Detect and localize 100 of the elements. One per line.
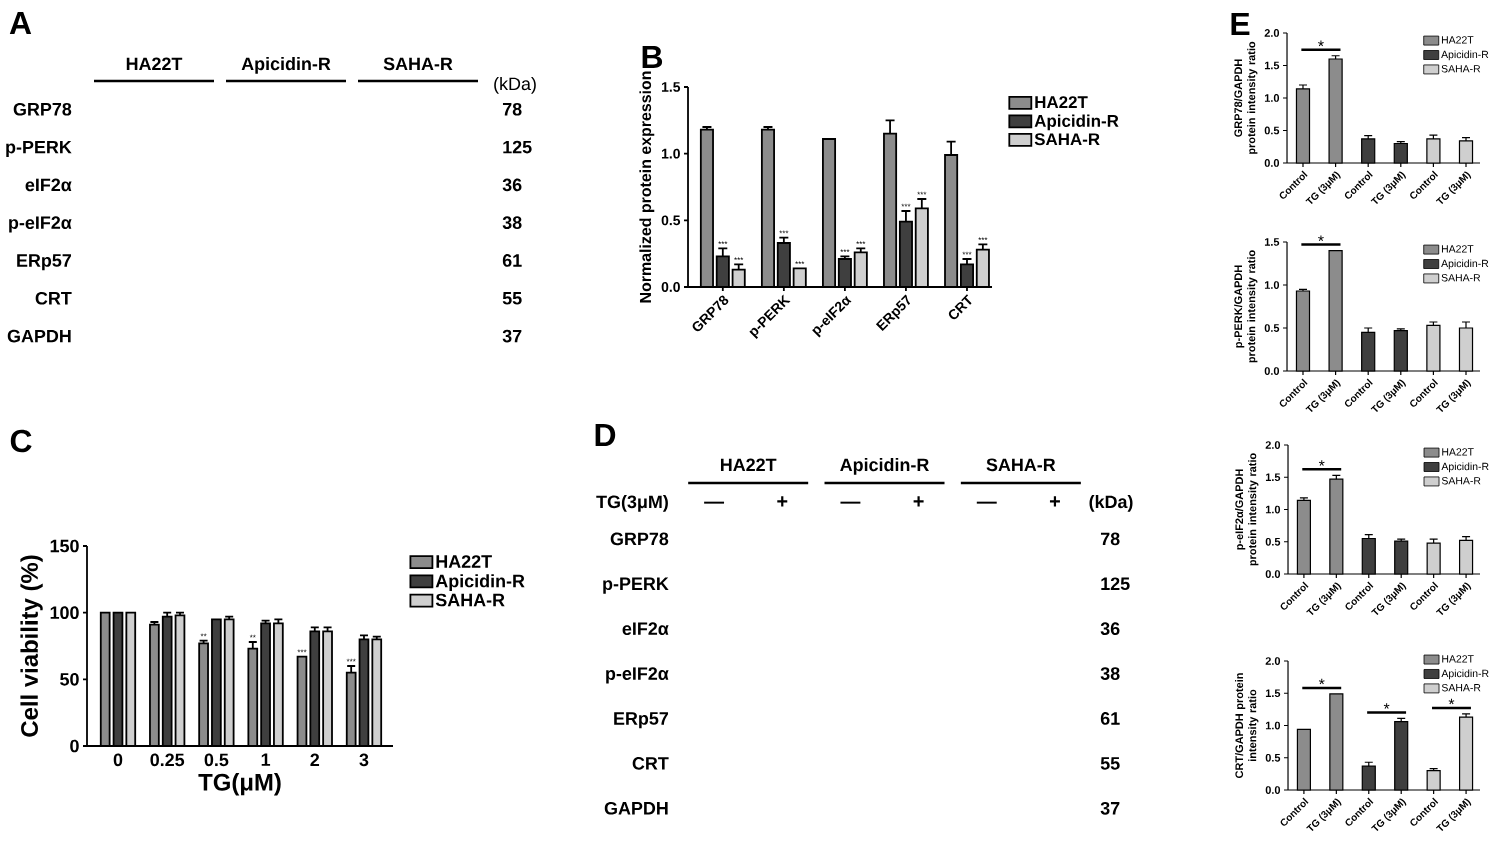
y-axis-title: p-eIF2α/GAPDH protein intensity ratio: [1235, 453, 1259, 566]
text: (kDa): [494, 76, 536, 94]
category-label: HA22T: [126, 57, 183, 70]
text: —: [704, 501, 725, 504]
y-axis-title: Normalized protein expression: [639, 71, 655, 303]
text: —: [976, 501, 997, 504]
legend-label: HA22T: [1442, 655, 1474, 663]
category-label: SAHA-R: [986, 458, 1056, 472]
x-tick-label: 0: [113, 753, 123, 767]
legend-label: SAHA-R: [1441, 684, 1481, 692]
text: +: [1049, 496, 1060, 507]
y-tick-label: 1.5: [661, 82, 681, 92]
legend-label: SAHA-R: [1034, 133, 1100, 146]
y-tick-label: 50: [60, 672, 79, 686]
y-axis-title: GRP78/GAPDH protein intensity ratio: [1234, 41, 1258, 154]
y-tick-label: 0.5: [1265, 537, 1281, 546]
category-label: 36: [1100, 622, 1120, 636]
y-tick-label: 0.0: [1265, 570, 1281, 578]
y-tick-label: 100: [50, 606, 79, 620]
category-label: SAHA-R: [383, 57, 453, 71]
legend-label: SAHA-R: [1441, 274, 1481, 282]
category-label: ERp57: [614, 712, 669, 729]
text: *: [1318, 235, 1324, 242]
category-label: ERp57: [17, 254, 72, 271]
category-label: eIF2α: [25, 178, 72, 192]
text: +: [913, 496, 924, 507]
category-label: HA22T: [720, 458, 777, 471]
legend-label: Apicidin-R: [1034, 114, 1119, 131]
chart-title: E: [1231, 13, 1250, 35]
category-label: 36: [502, 178, 522, 192]
y-tick-label: 150: [50, 539, 79, 553]
text: A: [9, 12, 32, 34]
annotation: *: [1318, 40, 1324, 47]
text: +: [777, 496, 788, 507]
y-axis-title: CRT/GAPDH protein intensity ratio: [1235, 673, 1259, 779]
y-tick-label: 0.0: [1264, 159, 1280, 167]
category-label: 38: [1100, 667, 1120, 680]
chart-title: C: [10, 429, 32, 453]
y-tick-label: 1.5: [1265, 689, 1281, 698]
x-tick-label: 0.25: [150, 753, 185, 767]
category-label: 55: [502, 292, 522, 305]
category-label: 61: [502, 254, 522, 267]
legend-label: HA22T: [1442, 448, 1474, 456]
category-label: Apicidin-R: [840, 457, 929, 475]
legend-label: HA22T: [1441, 36, 1474, 44]
y-tick-label: 0.0: [661, 282, 680, 292]
y-tick-label: 0.0: [1265, 786, 1281, 794]
category-label: p-eIF2α: [9, 216, 72, 233]
legend-label: Apicidin-R: [1441, 50, 1489, 61]
category-label: 78: [1100, 532, 1120, 546]
y-tick-label: 1.0: [1264, 281, 1280, 289]
category-label: p-PERK: [6, 140, 72, 157]
y-tick-label: 0.0: [1264, 367, 1280, 375]
category-label: GRP78: [610, 532, 669, 546]
category-label: 78: [502, 102, 522, 116]
annotation: *: [1318, 678, 1325, 685]
category-label: GAPDH: [604, 801, 668, 815]
category-label: 38: [502, 216, 522, 230]
x-tick-label: 3: [359, 753, 369, 767]
y-tick-label: 1.0: [1265, 721, 1281, 730]
category-label: 125: [1101, 577, 1130, 591]
y-tick-label: 0.5: [661, 215, 681, 226]
y-tick-label: 0.5: [1264, 126, 1280, 135]
category-label: GAPDH: [7, 329, 71, 343]
annotation: *: [1318, 460, 1325, 466]
y-tick-label: 1.0: [661, 148, 680, 159]
category-label: Apicidin-R: [241, 56, 331, 74]
x-tick-label: 1: [261, 753, 271, 766]
y-axis-title: p-PERK/GAPDH protein intensity ratio: [1234, 250, 1258, 363]
y-tick-label: 1.5: [1264, 238, 1280, 246]
y-tick-label: 1.5: [1265, 473, 1281, 482]
x-tick-label: 2: [310, 753, 320, 767]
annotation: *: [1383, 703, 1390, 709]
y-tick-label: 2.0: [1265, 657, 1281, 665]
legend-label: Apicidin-R: [435, 574, 525, 591]
y-tick-label: 1.5: [1264, 61, 1280, 70]
x-axis-title: TG(μM): [198, 773, 281, 796]
category-label: 55: [1100, 757, 1120, 770]
y-tick-label: 1.0: [1264, 94, 1280, 102]
category-label: GRP78: [13, 102, 72, 116]
y-tick-label: 0: [70, 739, 79, 753]
category-label: 37: [502, 329, 522, 343]
legend-label: HA22T: [1441, 245, 1474, 253]
legend-label: SAHA-R: [1441, 477, 1481, 485]
category-label: 61: [1100, 712, 1120, 725]
category-label: 37: [1100, 801, 1120, 815]
category-label: p-eIF2α: [606, 667, 669, 684]
y-tick-label: 2.0: [1264, 29, 1280, 37]
x-tick-label: 0.5: [204, 753, 229, 767]
legend-label: Apicidin-R: [1441, 259, 1489, 270]
text: —: [840, 501, 861, 504]
text: (kDa): [1089, 495, 1133, 512]
legend-label: Apicidin-R: [1441, 669, 1489, 680]
y-axis-title: Cell viability (%): [20, 555, 43, 737]
category-label: eIF2α: [622, 622, 669, 636]
legend-label: SAHA-R: [435, 593, 505, 607]
legend-label: HA22T: [436, 555, 492, 568]
category-label: 125: [503, 140, 532, 154]
legend-label: SAHA-R: [1441, 65, 1481, 73]
text: TG(3μM): [596, 495, 668, 512]
